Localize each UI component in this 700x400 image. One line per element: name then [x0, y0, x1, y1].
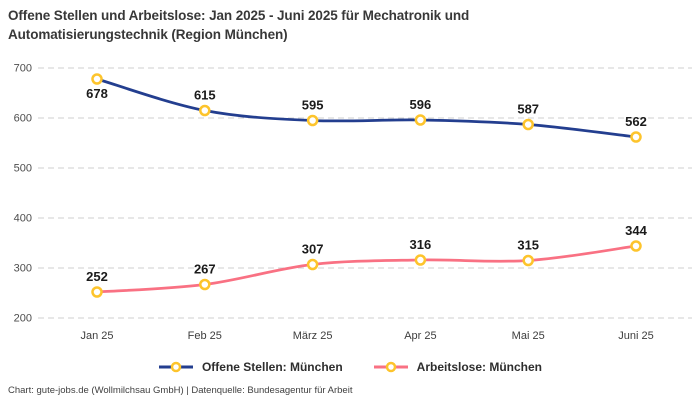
x-axis-tick-label: Jan 25 [80, 330, 113, 342]
chart-legend: Offene Stellen: München Arbeitslose: Münc… [0, 360, 700, 374]
legend-item: Arbeitslose: München [373, 360, 542, 374]
data-point-marker [522, 254, 534, 267]
data-point-label: 316 [410, 237, 432, 252]
x-axis-tick-label: Apr 25 [404, 330, 436, 342]
y-axis-tick-label: 700 [14, 63, 32, 75]
footer-credit: Chart: gute-jobs.de (Wollmilchsau GmbH) … [8, 385, 353, 396]
data-point-marker [414, 254, 427, 266]
data-point-marker [199, 278, 211, 291]
y-axis-tick-label: 500 [14, 163, 32, 175]
data-point-marker [630, 131, 642, 143]
data-point-marker [630, 240, 642, 252]
data-point-label: 596 [410, 97, 432, 112]
data-point-label: 615 [194, 88, 216, 103]
x-axis-tick-label: März 25 [293, 330, 333, 342]
legend-label: Arbeitslose: München [416, 360, 543, 374]
x-axis-tick-label: Mai 25 [512, 330, 545, 342]
data-point-marker [522, 118, 534, 131]
legend-label: Offene Stellen: München [201, 360, 343, 374]
y-axis-tick-label: 300 [14, 263, 32, 275]
data-point-marker [199, 104, 211, 117]
data-point-label: 315 [517, 238, 539, 253]
data-point-marker [91, 286, 103, 298]
series-line [95, 244, 638, 294]
legend-marker-icon [373, 361, 408, 373]
chart-title-line2: Automatisierungstechnik (Region München) [8, 27, 288, 42]
data-point-marker [306, 258, 319, 271]
x-axis-tick-label: Feb 25 [188, 330, 222, 342]
y-axis-tick-label: 200 [14, 313, 32, 325]
series-line [95, 77, 638, 139]
data-point-marker [91, 73, 103, 85]
legend-item: Offene Stellen: München [158, 360, 343, 374]
data-point-label: 267 [194, 262, 216, 277]
chart-title-line1: Offene Stellen und Arbeitslose: Jan 2025… [8, 8, 470, 23]
data-point-label: 587 [517, 102, 539, 117]
x-axis-tick-label: Juni 25 [618, 330, 653, 342]
data-point-label: 678 [86, 86, 108, 101]
data-point-label: 307 [302, 242, 324, 257]
chart-title: Offene Stellen und Arbeitslose: Jan 2025… [8, 6, 640, 44]
data-point-marker [306, 114, 319, 127]
data-point-label: 562 [625, 114, 647, 129]
y-axis-tick-label: 600 [14, 113, 32, 125]
line-chart: 200 300 400 500 600 700 Jan 25 Feb 25 März 25 Apr… [14, 63, 692, 342]
legend-marker-icon [158, 361, 193, 373]
data-point-label: 344 [625, 223, 647, 238]
data-point-label: 252 [86, 269, 108, 284]
data-point-marker [414, 114, 427, 126]
data-point-label: 595 [302, 98, 324, 113]
y-axis-tick-label: 400 [14, 213, 32, 225]
